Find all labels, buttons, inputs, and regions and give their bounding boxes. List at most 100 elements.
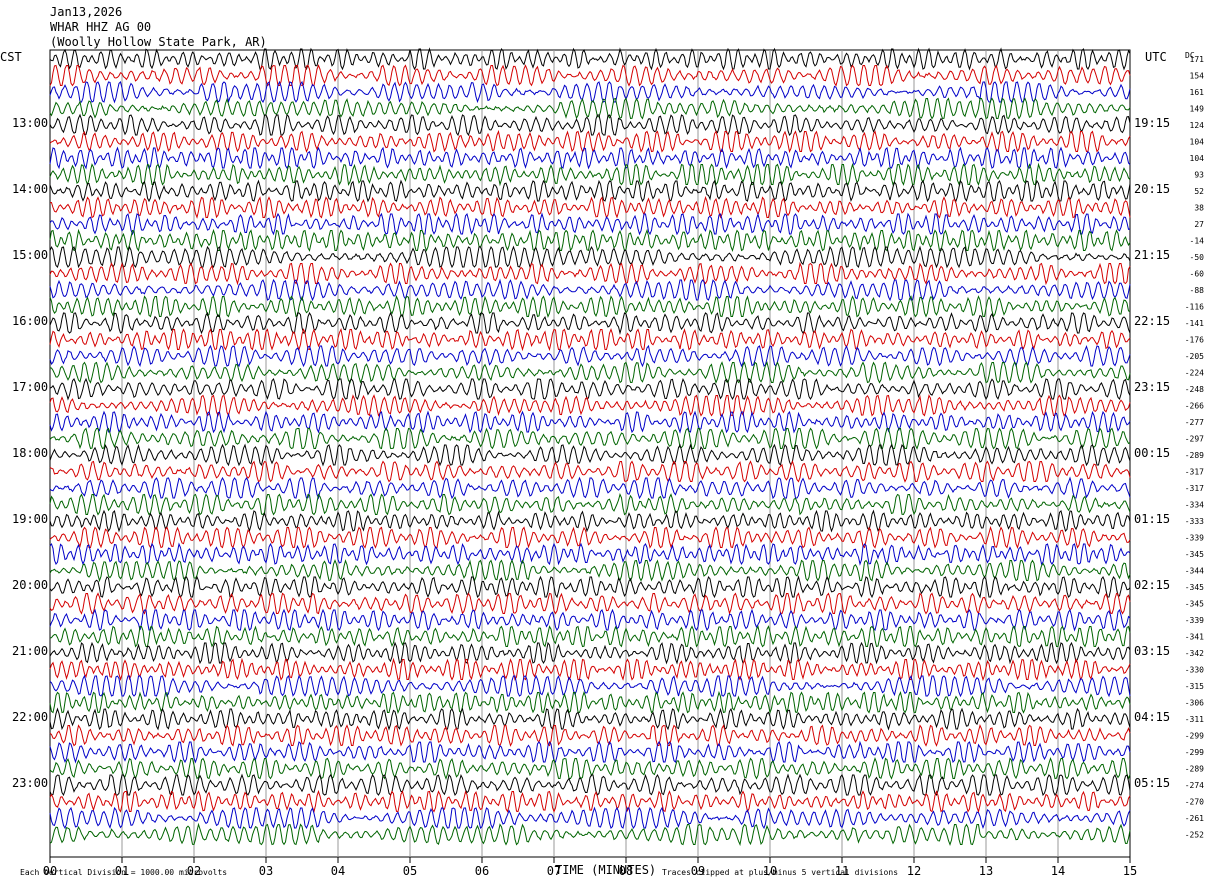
left-hour-label: 20:00 xyxy=(12,578,48,592)
right-hour-label: 05:15 xyxy=(1134,776,1170,790)
dc-offset-label: -274 xyxy=(1185,781,1204,790)
trace-line xyxy=(49,212,1131,236)
right-hour-label: 21:15 xyxy=(1134,248,1170,262)
dc-offset-label: -297 xyxy=(1185,435,1204,444)
dc-offset-label: 38 xyxy=(1194,204,1204,213)
trace-line xyxy=(49,228,1131,253)
right-hour-label: 23:15 xyxy=(1134,380,1170,394)
left-hour-label: 23:00 xyxy=(12,776,48,790)
left-hour-label: 18:00 xyxy=(12,446,48,460)
dc-offset-label: -339 xyxy=(1185,534,1204,543)
trace-line xyxy=(49,724,1131,747)
dc-offset-label: -345 xyxy=(1185,583,1204,592)
x-tick-label: 06 xyxy=(475,864,489,878)
dc-offset-label: -176 xyxy=(1185,336,1204,345)
dc-offset-label: -116 xyxy=(1185,303,1204,312)
trace-line xyxy=(49,460,1131,483)
dc-offset-label: 104 xyxy=(1190,154,1205,163)
trace-line xyxy=(49,179,1131,203)
dc-offset-label: -252 xyxy=(1185,831,1204,840)
right-timezone-label: UTC xyxy=(1145,50,1167,64)
dc-offset-label: -330 xyxy=(1185,666,1204,675)
trace-line xyxy=(49,146,1131,170)
dc-offset-label: -345 xyxy=(1185,550,1204,559)
dc-offset-label: -50 xyxy=(1190,253,1205,262)
trace-line xyxy=(49,261,1131,286)
trace-line xyxy=(49,311,1131,335)
dc-offset-label: -317 xyxy=(1185,468,1204,477)
trace-line xyxy=(49,97,1131,120)
x-tick-label: 15 xyxy=(1123,864,1137,878)
dc-offset-label: -339 xyxy=(1185,616,1204,625)
trace-line xyxy=(49,427,1131,450)
right-hour-labels: 19:15 20:15 21:15 22:15 23:15 00:15 01:15 02:15… xyxy=(1134,116,1170,790)
dc-offset-label: -14 xyxy=(1190,237,1205,246)
dc-offset-label: 154 xyxy=(1190,72,1205,81)
dc-offset-label: -299 xyxy=(1185,748,1204,757)
left-hour-label: 16:00 xyxy=(12,314,48,328)
trace-line xyxy=(49,476,1131,500)
x-tick-label: 07 xyxy=(547,864,561,878)
x-tick-label: 08 xyxy=(619,864,633,878)
dc-offset-labels: 171 154 161 149 124 104 104 93 52 38 27 -14 -50 -60 -8… xyxy=(1185,55,1204,840)
trace-line xyxy=(49,361,1131,384)
trace-line xyxy=(49,690,1131,715)
trace-line xyxy=(49,129,1131,154)
dc-offset-label: -261 xyxy=(1185,814,1204,823)
dc-offset-label: -266 xyxy=(1185,402,1204,411)
right-hour-label: 22:15 xyxy=(1134,314,1170,328)
dc-offset-label: -342 xyxy=(1185,649,1204,658)
trace-line xyxy=(49,64,1131,87)
trace-line xyxy=(49,773,1131,797)
trace-line xyxy=(49,559,1131,583)
dc-offset-label: -289 xyxy=(1185,765,1204,774)
x-tick-label: 01 xyxy=(115,864,129,878)
left-hour-label: 22:00 xyxy=(12,710,48,724)
trace-line xyxy=(49,47,1131,71)
trace-line xyxy=(49,278,1131,302)
dc-offset-label: -299 xyxy=(1185,732,1204,741)
trace-line xyxy=(49,822,1131,847)
dc-offset-label: 124 xyxy=(1190,121,1205,130)
trace-line xyxy=(49,740,1131,764)
dc-offset-label: -224 xyxy=(1185,369,1204,378)
x-tick-label: 14 xyxy=(1051,864,1065,878)
dc-offset-label: -311 xyxy=(1185,715,1204,724)
trace-line xyxy=(49,592,1131,615)
trace-line xyxy=(49,344,1131,368)
x-tick-label: 05 xyxy=(403,864,417,878)
trace-line xyxy=(49,113,1131,137)
trace-line xyxy=(49,493,1131,516)
dc-offset-label: -277 xyxy=(1185,418,1204,427)
trace-line xyxy=(49,294,1131,318)
right-hour-label: 03:15 xyxy=(1134,644,1170,658)
trace-line xyxy=(49,575,1131,599)
x-tick-label: 10 xyxy=(763,864,777,878)
dc-offset-label: -289 xyxy=(1185,451,1204,460)
right-hour-label: 01:15 xyxy=(1134,512,1170,526)
dc-offset-label: 93 xyxy=(1194,171,1204,180)
dc-offset-label: -141 xyxy=(1185,319,1204,328)
right-hour-label: 19:15 xyxy=(1134,116,1170,130)
header-location: (Woolly Hollow State Park, AR) xyxy=(50,35,267,49)
trace-line xyxy=(49,625,1131,648)
trace-line xyxy=(49,707,1131,731)
trace-line xyxy=(49,327,1131,352)
clip-note: Traces clipped at plus/minus 5 vertical … xyxy=(662,868,898,877)
dc-column-header: DC xyxy=(1185,51,1195,60)
header-station: WHAR HHZ AG 00 xyxy=(50,20,151,34)
dc-offset-label: -248 xyxy=(1185,385,1204,394)
trace-line xyxy=(49,525,1131,550)
x-axis: 00 01 02 03 04 05 06 07 08 09 10 11 12 13 14 15 xyxy=(43,857,1137,878)
dc-offset-label: -270 xyxy=(1185,798,1204,807)
left-timezone-label: CST xyxy=(0,50,22,64)
x-axis-title: TIME (MINUTES) xyxy=(555,863,656,877)
left-hour-label: 14:00 xyxy=(12,182,48,196)
x-tick-label: 00 xyxy=(43,864,57,878)
right-hour-label: 02:15 xyxy=(1134,578,1170,592)
left-hour-label: 13:00 xyxy=(12,116,48,130)
trace-line xyxy=(49,789,1131,814)
left-hour-label: 17:00 xyxy=(12,380,48,394)
x-tick-label: 09 xyxy=(691,864,705,878)
left-hour-label: 15:00 xyxy=(12,248,48,262)
